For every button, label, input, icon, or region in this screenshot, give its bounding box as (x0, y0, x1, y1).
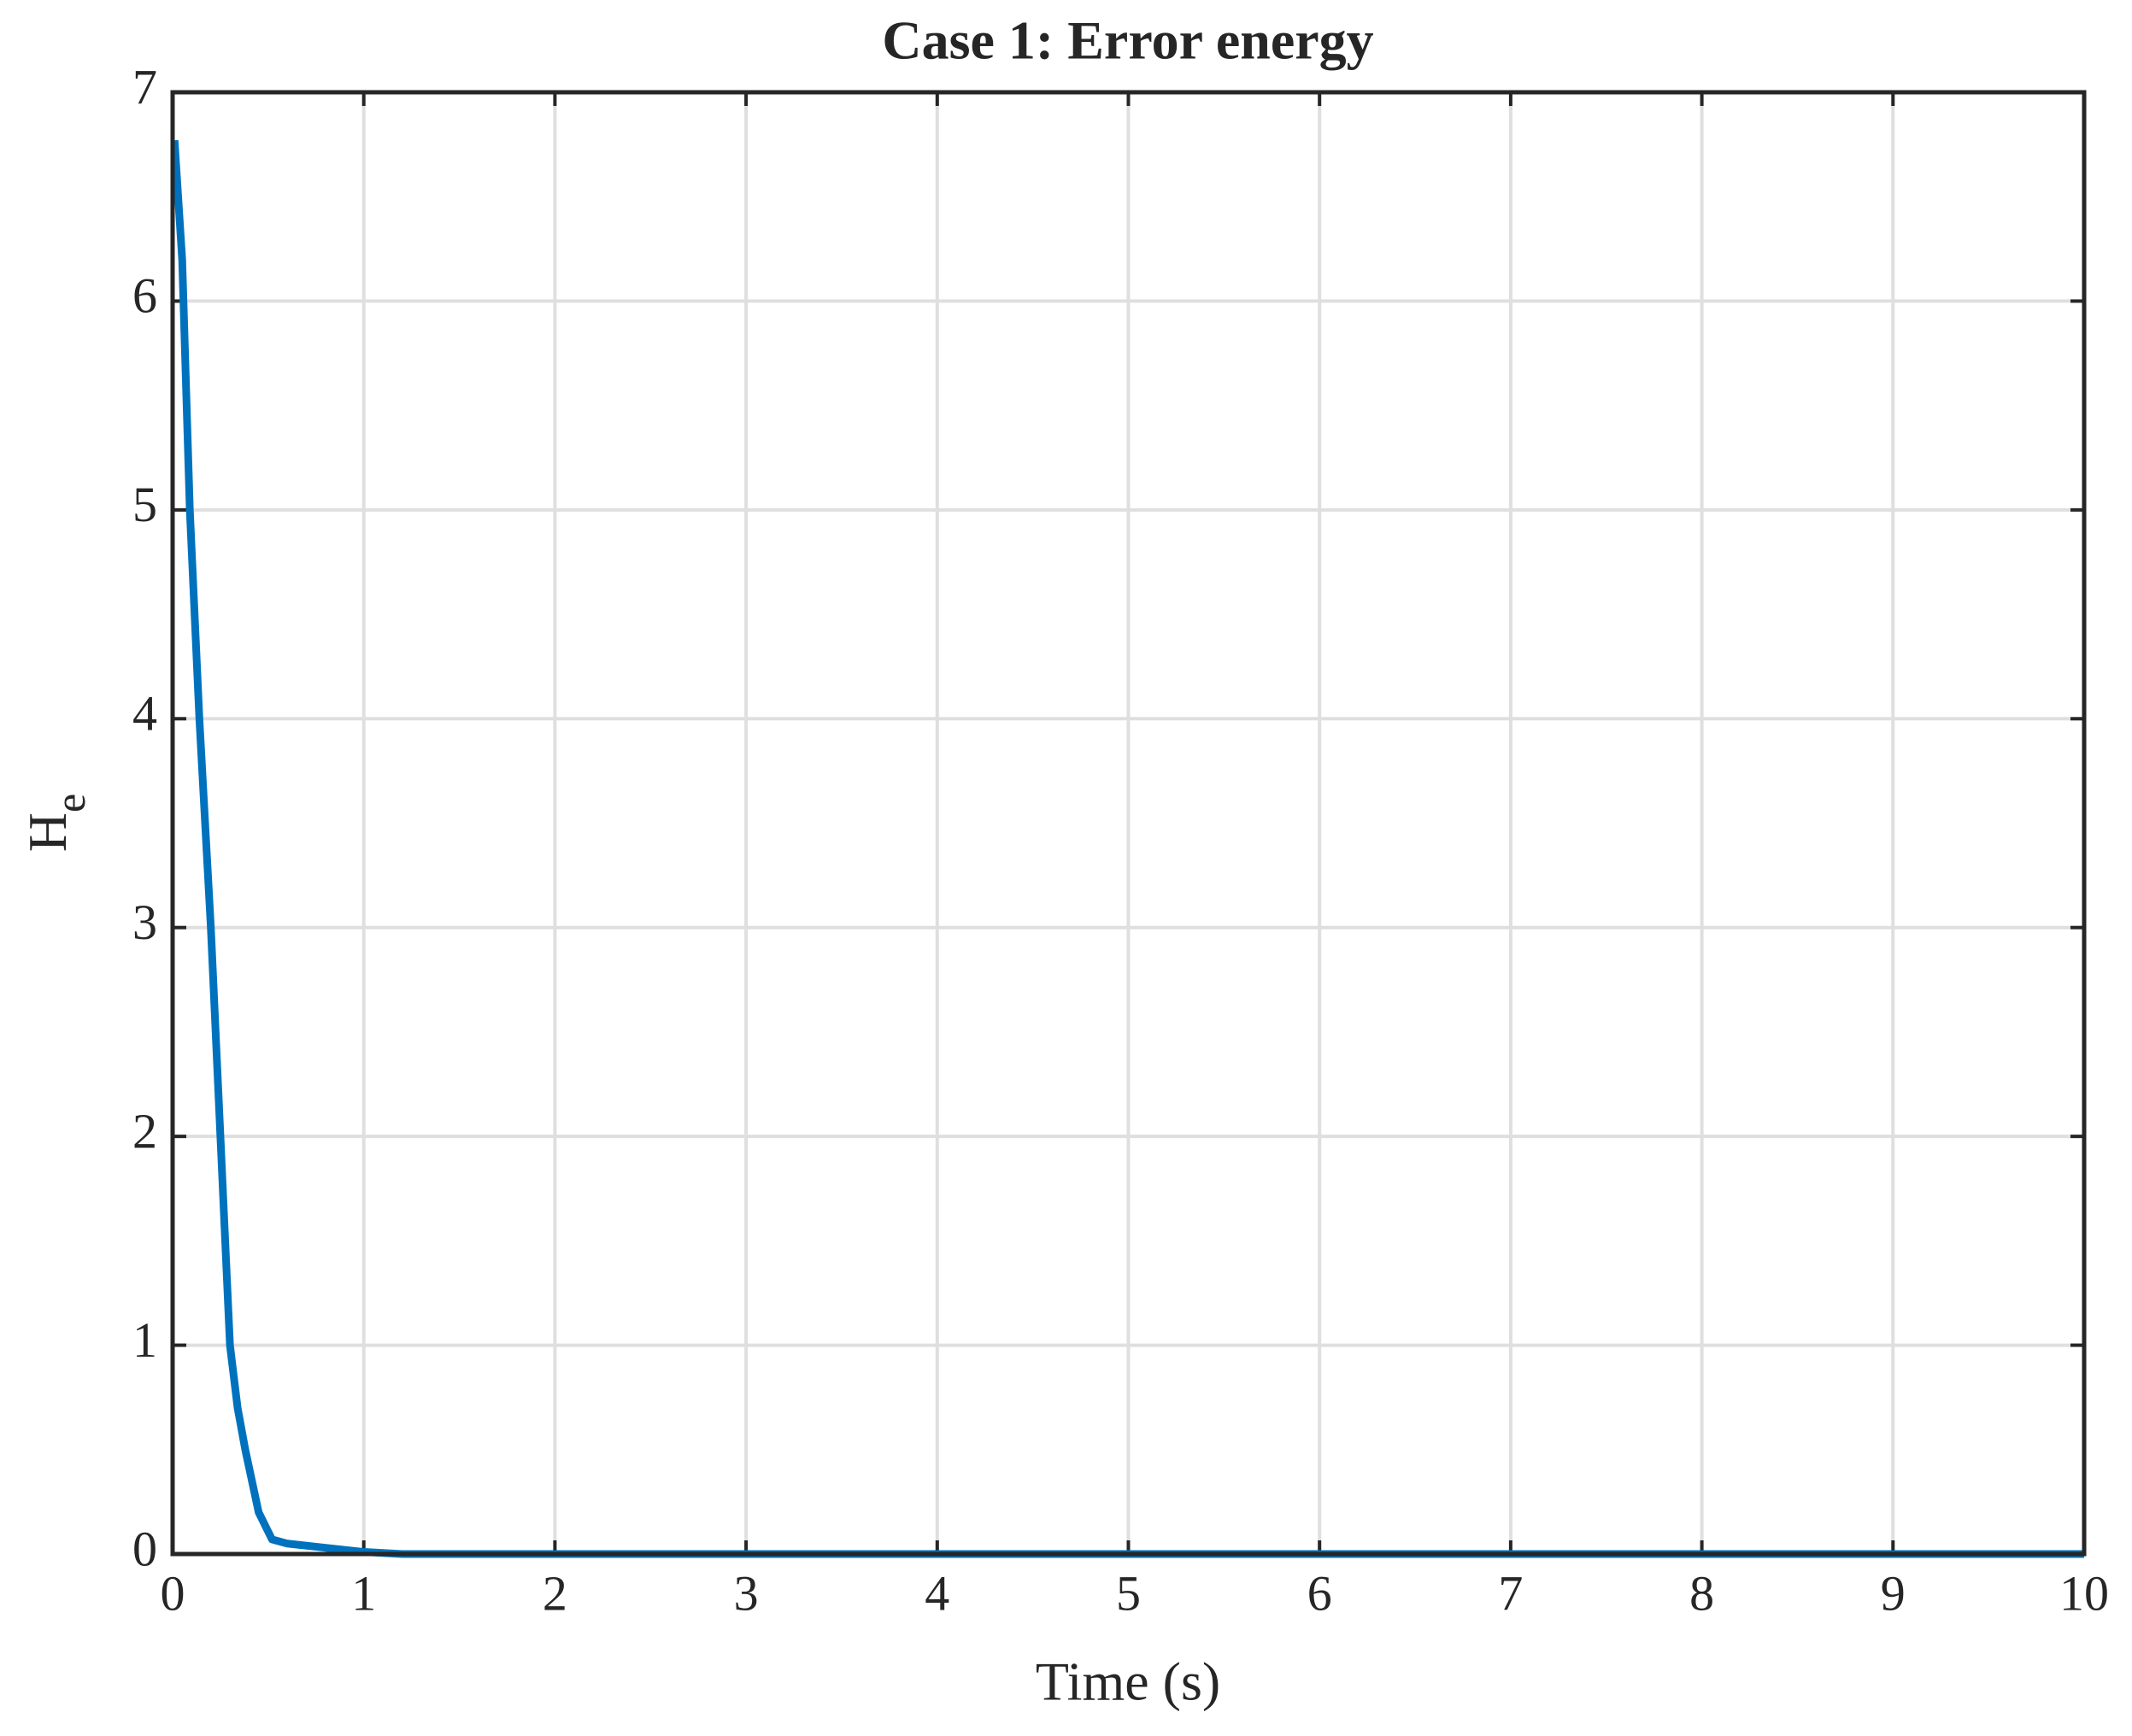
x-tick-label: 7 (1498, 1565, 1523, 1621)
axes-box (170, 90, 2087, 1557)
y-axis-label-subscript: e (46, 794, 94, 812)
x-tick-label: 4 (925, 1565, 949, 1621)
x-tick-label: 2 (543, 1565, 567, 1621)
y-tick-label: 6 (132, 268, 157, 324)
x-axis-label: Time (s) (1036, 1651, 1220, 1712)
x-tick-label: 1 (351, 1565, 376, 1621)
y-axis-label-main: H (17, 812, 78, 852)
y-tick-label: 7 (132, 59, 157, 114)
x-tick-label: 9 (1881, 1565, 1906, 1621)
y-axis-label: He (17, 794, 95, 852)
x-tick-label: 8 (1689, 1565, 1714, 1621)
y-tick-label: 5 (132, 477, 157, 532)
chart-title: Case 1: Error energy (882, 10, 1373, 71)
x-tick-label: 3 (734, 1565, 759, 1621)
y-tick-label: 1 (132, 1312, 157, 1368)
y-tick-label: 3 (132, 894, 157, 950)
x-tick-label: 5 (1116, 1565, 1141, 1621)
y-tick-label: 2 (132, 1103, 157, 1158)
x-tick-label: 6 (1307, 1565, 1332, 1621)
y-tick-label: 0 (132, 1521, 157, 1576)
y-tick-label: 4 (132, 686, 157, 742)
x-tick-label: 0 (161, 1565, 185, 1621)
x-tick-label: 10 (2059, 1565, 2109, 1621)
